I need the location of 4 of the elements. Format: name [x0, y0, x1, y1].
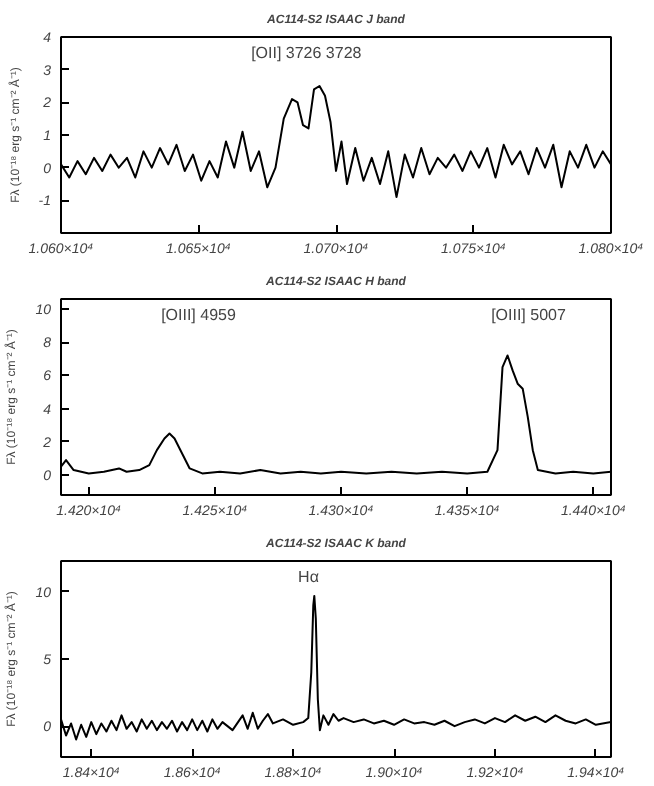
annotation: [OIII] 5007 — [491, 305, 567, 324]
annotation: [OIII] 4959 — [161, 305, 237, 324]
annotation: [OII] 3726 3728 — [251, 43, 363, 62]
annotation: Hα — [298, 567, 320, 586]
